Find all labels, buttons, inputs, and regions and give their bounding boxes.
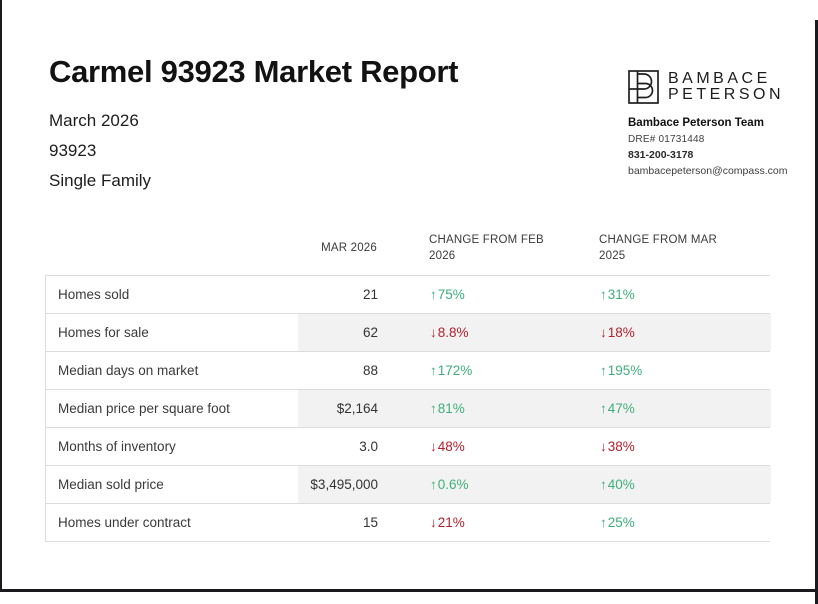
up-arrow-icon: ↑ (600, 401, 607, 416)
up-arrow-icon: ↑ (600, 287, 607, 302)
table-body: Homes sold 21 ↑ 75% ↑ 31% Homes for sale 6… (45, 275, 771, 542)
up-arrow-icon: ↑ (600, 515, 607, 530)
phone-number: 831-200-3178 (628, 149, 694, 161)
down-arrow-icon: ↓ (430, 325, 437, 340)
table-row: Median sold price $3,495,000 ↑ 0.6% ↑ 40% (46, 465, 771, 503)
change-from-prev-year: ↑ 47% (591, 390, 771, 427)
down-arrow-icon: ↓ (430, 515, 437, 530)
brand-wordmark-line2: PETERSON (668, 86, 785, 103)
row-label: Median days on market (58, 363, 199, 378)
change-from-prev-year: ↑ 40% (591, 466, 771, 503)
change-from-prev-month: ↑ 172% (430, 363, 473, 378)
team-name: Bambace Peterson Team (628, 117, 764, 129)
up-arrow-icon: ↑ (430, 477, 437, 492)
brand-wordmark-line1: BAMBACE (668, 70, 771, 87)
email-address: bambacepeterson@compass.com (628, 165, 788, 177)
change-from-prev-month: ↑ 0.6% (421, 466, 591, 503)
row-label: Months of inventory (58, 439, 176, 454)
table-row: Months of inventory 3.0 ↓ 48% ↓ 38% (46, 427, 770, 465)
page-border-right (815, 20, 818, 604)
change-from-prev-month: ↓ 21% (430, 515, 465, 530)
row-label: Median price per square foot (58, 401, 230, 416)
table-row: Homes sold 21 ↑ 75% ↑ 31% (46, 275, 770, 313)
change-from-prev-year: ↓ 18% (591, 314, 771, 351)
brand-lockup: BAMBACE PETERSON (628, 70, 793, 104)
change-from-prev-year: ↓ 38% (600, 439, 635, 454)
row-value: 15 (362, 515, 378, 530)
change-from-prev-month: ↓ 8.8% (421, 314, 591, 351)
column-header-current-month: MAR 2026 (321, 241, 377, 254)
down-arrow-icon: ↓ (430, 439, 437, 454)
table-row: Homes for sale 62 ↓ 8.8% ↓ 18% (46, 313, 771, 351)
page-border-bottom (0, 589, 818, 592)
row-label: Median sold price (58, 477, 164, 492)
brand-wordmark: BAMBACE PETERSON (668, 71, 784, 103)
row-label: Homes for sale (58, 325, 149, 340)
change-from-prev-year: ↑ 195% (600, 363, 643, 378)
bambace-peterson-monogram-icon (628, 70, 659, 104)
market-stats-table: MAR 2026 CHANGE FROM FEB 2026 CHANGE FRO… (45, 220, 771, 542)
dre-number: DRE# 01731448 (628, 134, 705, 145)
report-month: March 2026 (49, 111, 139, 130)
change-from-prev-month: ↑ 75% (430, 287, 465, 302)
report-header: Carmel 93923 Market Report March 2026 93… (49, 54, 458, 196)
row-label: Homes under contract (58, 515, 191, 530)
row-label: Homes sold (58, 287, 130, 302)
table-row: Median price per square foot $2,164 ↑ 81%… (46, 389, 771, 427)
up-arrow-icon: ↑ (430, 363, 437, 378)
page-border-left (0, 0, 2, 592)
report-property-type: Single Family (49, 171, 152, 190)
table-row: Homes under contract 15 ↓ 21% ↑ 25% (46, 503, 770, 541)
change-from-prev-year: ↑ 25% (600, 515, 635, 530)
row-value: $2,164 (298, 390, 421, 427)
up-arrow-icon: ↑ (600, 477, 607, 492)
table-row: Median days on market 88 ↑ 172% ↑ 195% (46, 351, 770, 389)
page-title: Carmel 93923 Market Report (49, 54, 459, 89)
table-header-row: MAR 2026 CHANGE FROM FEB 2026 CHANGE FRO… (45, 220, 770, 275)
up-arrow-icon: ↑ (430, 401, 437, 416)
up-arrow-icon: ↑ (600, 363, 607, 378)
down-arrow-icon: ↓ (600, 439, 607, 454)
row-value: 3.0 (359, 439, 378, 454)
up-arrow-icon: ↑ (430, 287, 437, 302)
column-header-change-from-prev-year: CHANGE FROM MAR 2025 (599, 233, 717, 262)
down-arrow-icon: ↓ (600, 325, 607, 340)
change-from-prev-year: ↑ 31% (600, 287, 635, 302)
change-from-prev-month: ↑ 81% (421, 390, 591, 427)
row-value: 88 (362, 363, 378, 378)
row-value: 62 (298, 314, 421, 351)
brand-block: BAMBACE PETERSON Bambace Peterson Team D… (628, 70, 793, 177)
report-zip: 93923 (49, 141, 97, 160)
row-value: $3,495,000 (298, 466, 421, 503)
column-header-change-from-prev-month: CHANGE FROM FEB 2026 (429, 233, 544, 262)
change-from-prev-month: ↓ 48% (430, 439, 465, 454)
row-value: 21 (362, 287, 378, 302)
